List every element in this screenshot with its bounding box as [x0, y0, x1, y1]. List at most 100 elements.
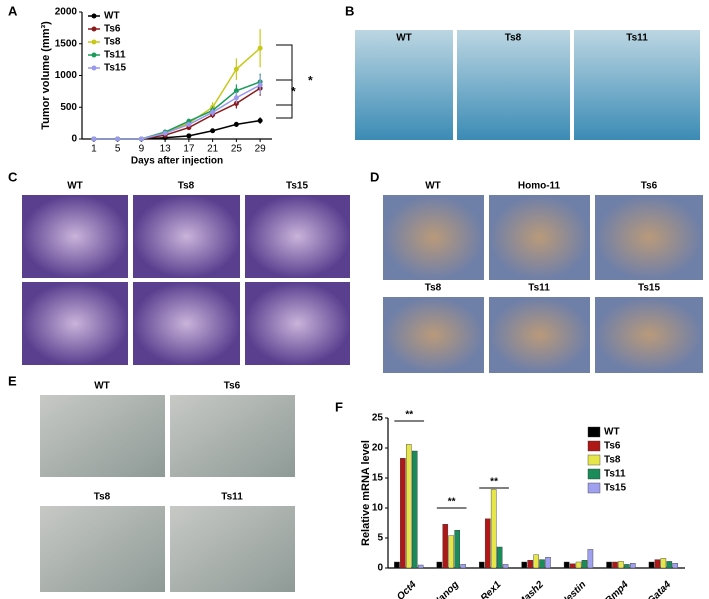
bar [533, 554, 539, 569]
bar [612, 561, 618, 569]
legend-swatch [587, 440, 601, 452]
significance-bracket [276, 44, 293, 119]
x-tick-label: 1 [91, 144, 97, 155]
panel-letter: E [8, 373, 17, 388]
bar [587, 549, 594, 569]
micrograph [170, 506, 295, 592]
y-tick-label: 25 [372, 413, 384, 424]
bar [442, 524, 449, 569]
micrograph [40, 506, 165, 592]
legend-swatch [587, 482, 601, 494]
bar [479, 561, 485, 569]
x-tick-label: Rex1 [479, 579, 504, 599]
legend-label: Ts8 [104, 37, 121, 48]
marker [233, 95, 239, 101]
micrograph [133, 282, 240, 365]
legend-swatch [91, 39, 97, 45]
x-tick-label: Mash2 [516, 579, 546, 599]
x-tick-label: Gata4 [646, 579, 674, 599]
micrograph [355, 30, 453, 140]
micrograph [574, 30, 700, 140]
image-label: WT [396, 33, 412, 44]
significance-label: * [291, 85, 296, 99]
bar [660, 558, 667, 569]
image-label: Ts8 [178, 181, 195, 192]
marker [162, 130, 168, 136]
image-label: Ts8 [94, 492, 111, 503]
legend-label: WT [104, 11, 120, 22]
bar [502, 564, 509, 569]
bar [654, 559, 661, 569]
marker [210, 109, 216, 115]
image-label: Ts11 [626, 33, 648, 44]
panel-letter: D [370, 169, 379, 184]
image-label: WT [425, 181, 441, 192]
image-label: Ts15 [286, 181, 308, 192]
bar [539, 559, 545, 569]
micrograph [245, 282, 350, 365]
x-tick-label: 9 [139, 144, 145, 155]
micrograph [489, 297, 590, 373]
x-tick-label: Nanog [431, 579, 461, 599]
y-tick-label: 1500 [55, 38, 78, 49]
y-axis-label: Tumor volume (mm³) [40, 21, 52, 130]
bar [436, 561, 443, 569]
micrograph [22, 195, 128, 278]
legend-swatch [91, 13, 97, 19]
legend-label: Ts11 [604, 469, 626, 480]
legend-label: Ts15 [604, 483, 626, 494]
image-label: WT [94, 381, 110, 392]
bar [648, 561, 655, 569]
bar [563, 561, 570, 569]
series-line [93, 84, 261, 140]
marker [91, 136, 97, 142]
legend-swatch [587, 426, 601, 438]
y-tick-label: 20 [372, 443, 384, 454]
y-tick-label: 5 [377, 533, 383, 544]
x-tick-label: 13 [160, 144, 172, 155]
marker [186, 121, 192, 127]
y-tick-label: 10 [372, 503, 384, 514]
marker [115, 136, 121, 142]
image-label: Ts11 [221, 492, 243, 503]
micrograph [383, 297, 484, 373]
y-tick-label: 1000 [55, 70, 78, 81]
y-tick-label: 15 [372, 473, 384, 484]
micrograph [383, 195, 484, 280]
marker [138, 136, 144, 142]
x-tick-label: 17 [183, 144, 195, 155]
legend-swatch [91, 52, 97, 58]
micrograph [595, 195, 703, 280]
bar [606, 561, 612, 569]
bar [417, 564, 424, 569]
bar [624, 564, 630, 569]
image-label: Ts11 [528, 283, 550, 294]
legend-label: Ts11 [104, 50, 126, 61]
x-tick-label: Bmp4 [603, 579, 631, 599]
x-tick-label: 5 [115, 144, 121, 155]
bar [448, 535, 455, 569]
bar [575, 561, 582, 569]
bar [406, 444, 412, 569]
panel-letter: A [8, 3, 18, 18]
panel-letter: F [335, 399, 343, 414]
micrograph [457, 30, 570, 140]
significance-bracket [276, 79, 293, 106]
y-tick-label: 0 [377, 563, 383, 574]
bar [460, 564, 466, 569]
bar [394, 561, 400, 569]
bar [569, 563, 576, 569]
image-label: Ts8 [425, 283, 442, 294]
image-label: Ts15 [638, 283, 660, 294]
bar [496, 546, 503, 569]
image-label: Ts8 [505, 33, 522, 44]
marker [233, 121, 239, 127]
marker [233, 88, 239, 94]
bar [527, 560, 533, 569]
marker [186, 133, 192, 139]
micrograph [40, 395, 165, 477]
x-tick-label: 29 [255, 144, 267, 155]
marker [257, 118, 263, 124]
micrograph [595, 297, 703, 373]
legend-label: WT [604, 427, 620, 438]
